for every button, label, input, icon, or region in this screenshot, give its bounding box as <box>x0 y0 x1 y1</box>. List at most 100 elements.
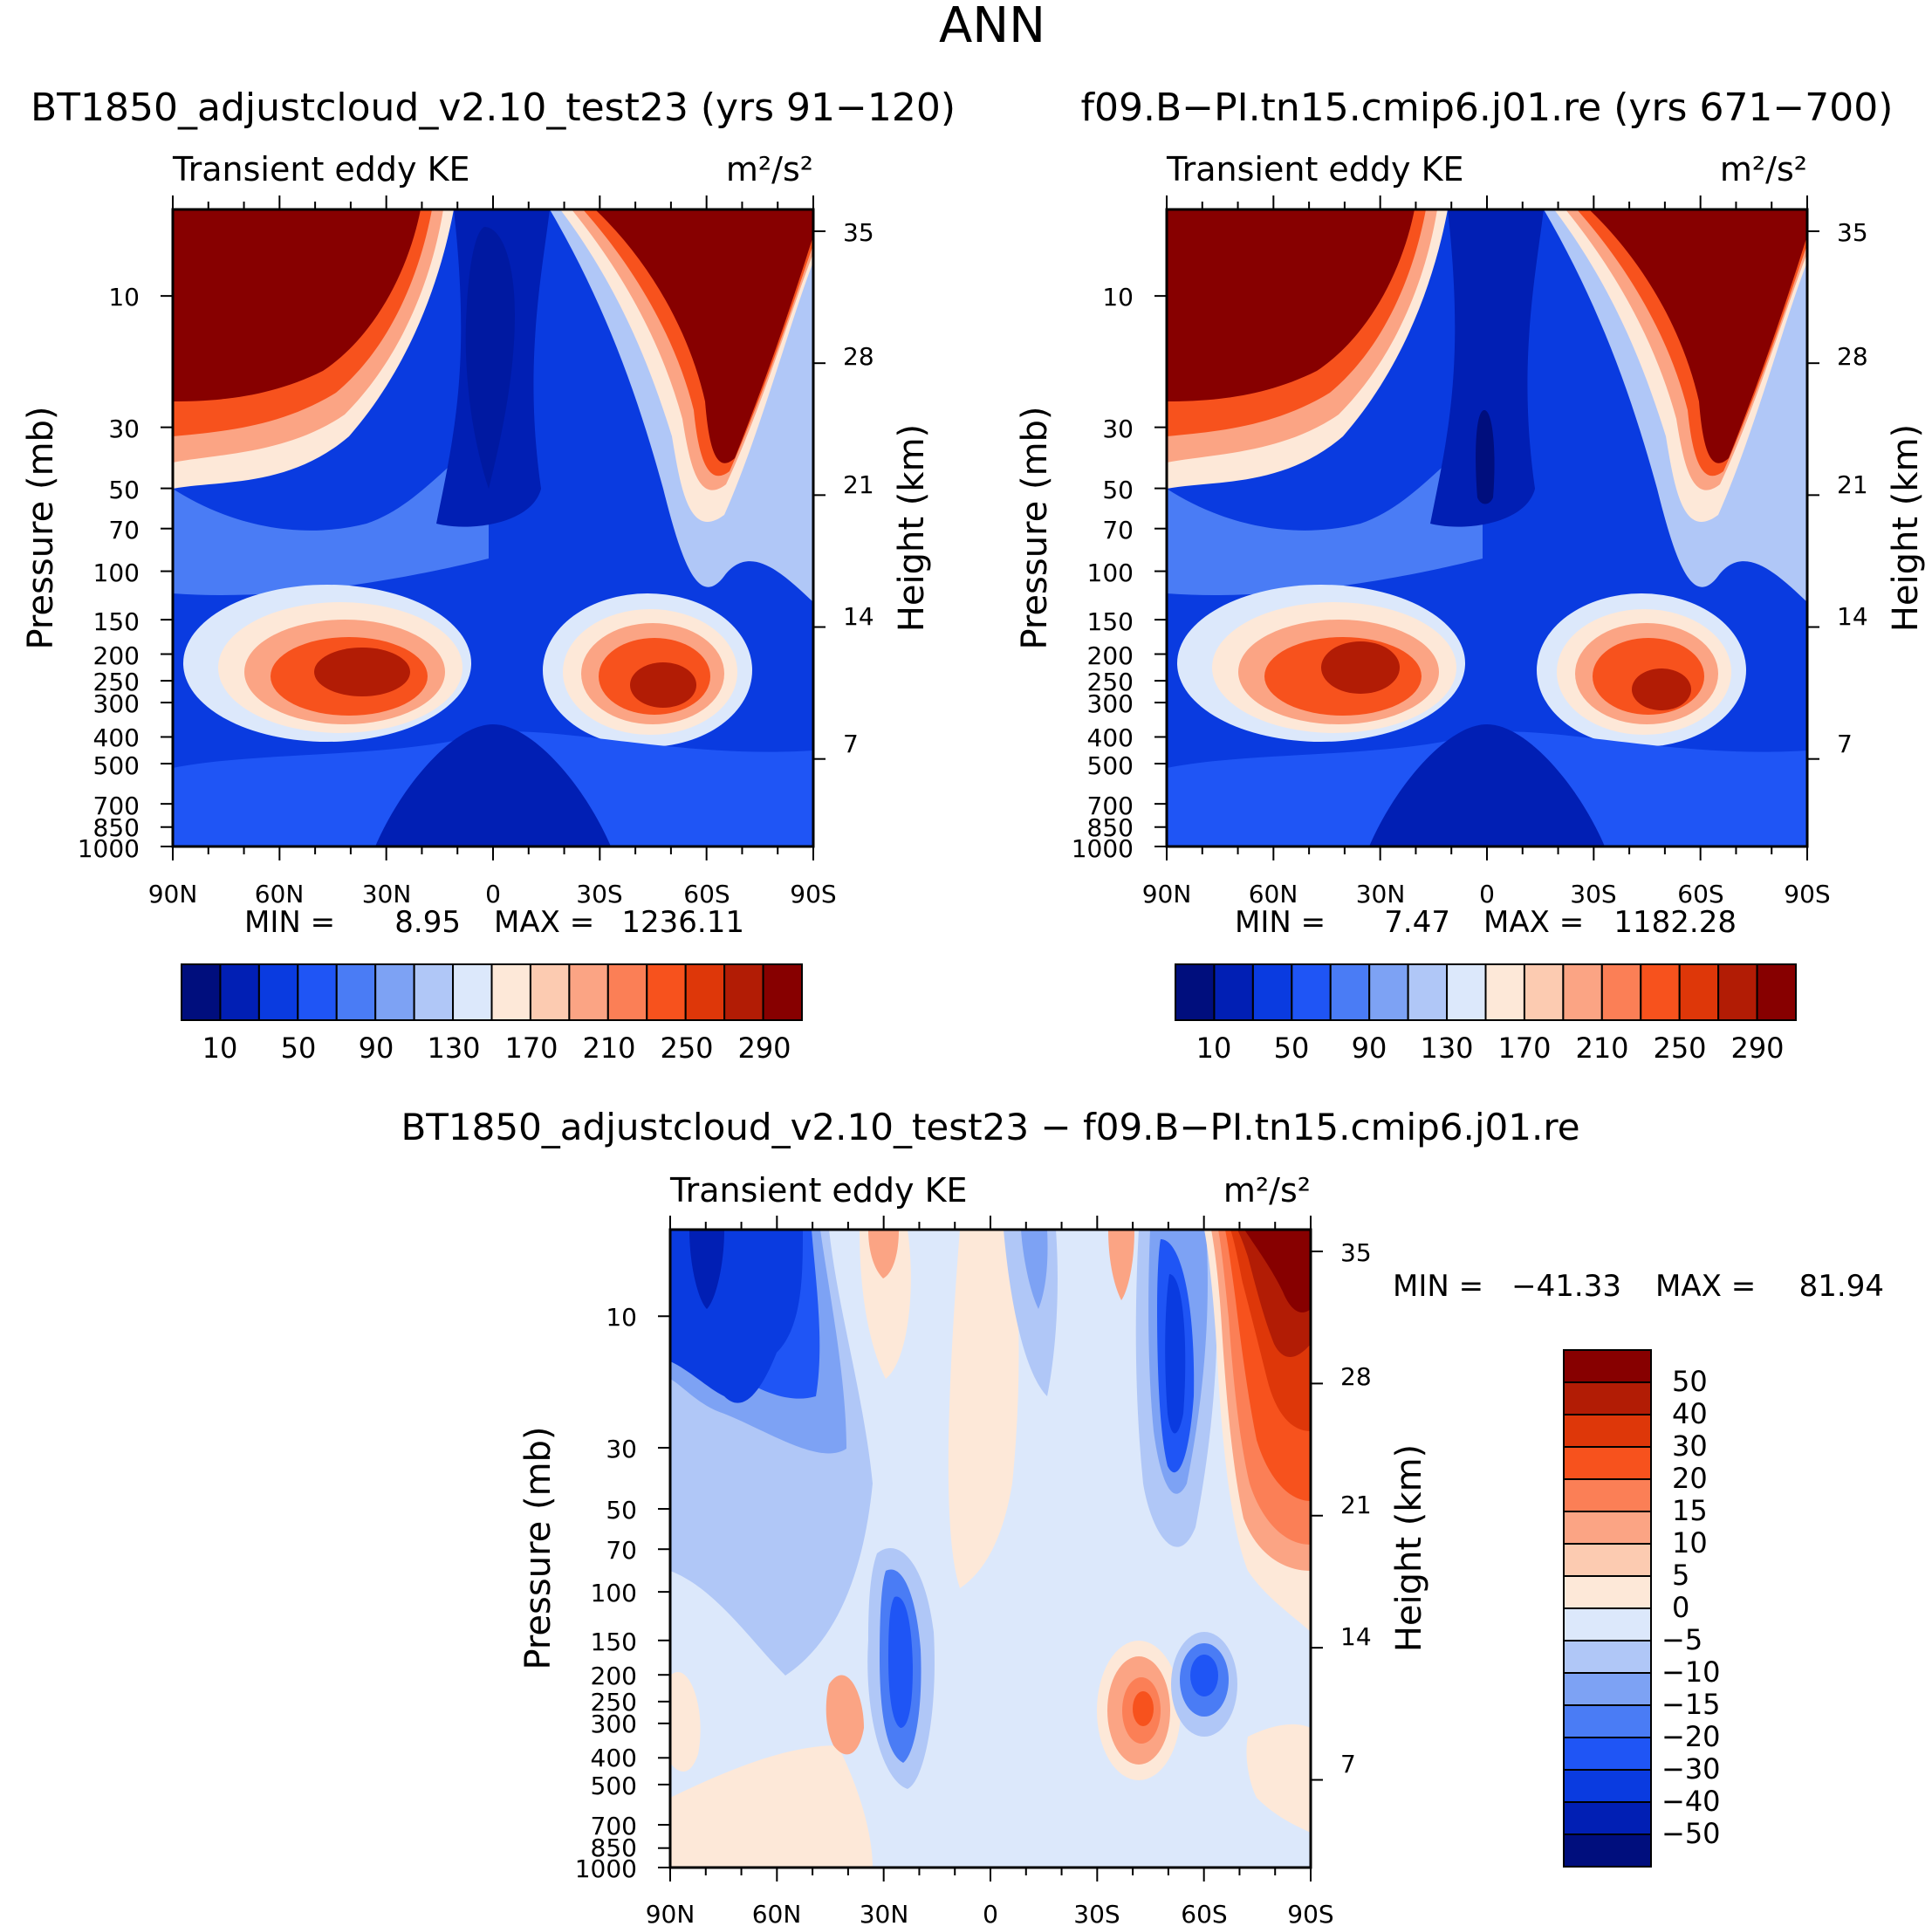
y-tick-label: 100 <box>591 1579 637 1607</box>
colorbar-label: 130 <box>1420 1032 1473 1065</box>
x-tick-label: 30N <box>860 1900 909 1926</box>
height-tick-label: 21 <box>1837 470 1868 499</box>
y-tick-label: 1000 <box>575 1854 637 1883</box>
height-tick-label: 7 <box>1340 1750 1356 1779</box>
panel-2-max-label: MAX = <box>1483 905 1584 940</box>
y-tick-label: 700 <box>1087 792 1134 820</box>
y-tick-label: 150 <box>93 607 140 636</box>
y-tick-label: 250 <box>1087 668 1134 696</box>
x-tick-label: 30S <box>1073 1900 1120 1926</box>
panel-1-ylabel-right: Height (km) <box>892 424 932 632</box>
x-tick-label: 90N <box>148 880 198 908</box>
colorbar-swatch <box>181 963 222 1021</box>
colorbar-label: 210 <box>582 1032 635 1065</box>
colorbar-swatch <box>1484 963 1525 1021</box>
panel-2: f09.B−PI.tn15.cmip6.j01.re (yrs 671−700)… <box>1015 86 1926 1065</box>
y-tick-label: 200 <box>93 641 140 670</box>
colorbar-label: −30 <box>1661 1752 1721 1785</box>
panel-1-min-label: MIN = <box>244 905 335 940</box>
colorbar-label: 250 <box>1653 1032 1706 1065</box>
colorbar-swatch <box>684 963 726 1021</box>
colorbar-swatch <box>1563 1833 1652 1868</box>
colorbar-label: 290 <box>1730 1032 1784 1065</box>
x-tick-label: 0 <box>1479 880 1495 908</box>
colorbar-swatch <box>723 963 764 1021</box>
x-tick-label: 30N <box>1356 880 1406 908</box>
colorbar-label: 50 <box>281 1032 317 1065</box>
panel-3-x-ticks: 90N 60N 30N 0 30S 60S 90S <box>646 1900 1334 1926</box>
panel-3-tick-marks <box>658 1216 1323 1881</box>
colorbar-label: 290 <box>737 1032 791 1065</box>
x-tick-label: 60S <box>1677 880 1723 908</box>
panel-1-units: m²/s² <box>726 150 813 188</box>
colorbar-swatch <box>1563 1511 1652 1545</box>
y-tick-label: 1000 <box>78 834 140 863</box>
x-tick-label: 90N <box>1142 880 1192 908</box>
colorbar-swatch <box>1563 1349 1652 1383</box>
colorbar-swatch <box>1563 1446 1652 1480</box>
panel-3-units: m²/s² <box>1223 1171 1311 1210</box>
y-tick-label: 70 <box>108 516 140 545</box>
x-tick-label: 60N <box>255 880 305 908</box>
panel-3-variable-label: Transient eddy KE <box>669 1171 968 1210</box>
colorbar-label: 170 <box>1497 1032 1551 1065</box>
panel-1-colorbar <box>181 963 803 1021</box>
y-tick-label: 500 <box>93 751 140 780</box>
panel-3-min-value: −41.33 <box>1511 1269 1621 1304</box>
colorbar-swatch <box>1213 963 1254 1021</box>
colorbar-swatch <box>1563 1478 1652 1512</box>
y-tick-label: 50 <box>1102 476 1134 504</box>
figure-title: ANN <box>939 0 1045 54</box>
height-tick-label: 7 <box>843 730 859 758</box>
colorbar-label: 10 <box>202 1032 238 1065</box>
y-tick-label: 70 <box>1102 516 1134 545</box>
colorbar-label: −40 <box>1661 1785 1721 1818</box>
y-tick-label: 30 <box>108 415 140 443</box>
colorbar-label: 15 <box>1672 1494 1708 1527</box>
panel-1-height-ticks: 35 28 21 14 7 <box>843 218 874 758</box>
colorbar-swatch <box>257 963 299 1021</box>
height-tick-label: 14 <box>843 602 874 631</box>
colorbar-swatch <box>606 963 648 1021</box>
colorbar-swatch <box>1368 963 1409 1021</box>
colorbar-swatch <box>1329 963 1371 1021</box>
y-tick-label: 30 <box>606 1435 637 1463</box>
panel-3-contour-field <box>670 1230 1311 1868</box>
x-tick-label: 90S <box>1287 1900 1333 1926</box>
colorbar-swatch <box>1563 1801 1652 1835</box>
y-tick-label: 10 <box>606 1303 637 1332</box>
panel-3-ylabel: Pressure (mb) <box>518 1426 558 1669</box>
height-tick-label: 28 <box>1340 1362 1372 1391</box>
colorbar-label: 250 <box>660 1032 713 1065</box>
x-tick-label: 30S <box>1570 880 1616 908</box>
colorbar-label: −15 <box>1661 1688 1721 1721</box>
colorbar-swatch <box>1563 1737 1652 1771</box>
y-tick-label: 10 <box>1102 283 1134 312</box>
colorbar-label: 30 <box>1672 1429 1708 1463</box>
panel-3-colorbar-labels: 50 40 30 20 15 10 5 0 −5 −10 −15 −20 −30… <box>1661 1365 1721 1850</box>
colorbar-swatch <box>1446 963 1487 1021</box>
colorbar-swatch <box>1678 963 1720 1021</box>
panel-2-colorbar-labels: 10 50 90 130 170 210 250 290 <box>1196 1032 1785 1065</box>
y-tick-label: 100 <box>93 559 140 587</box>
colorbar-swatch <box>1563 1607 1652 1642</box>
panel-3: Transient eddy KE m²/s² <box>518 1171 1884 1926</box>
colorbar-swatch <box>490 963 531 1021</box>
colorbar-swatch <box>1563 1769 1652 1803</box>
panel-3-ylabel-right: Height (km) <box>1389 1444 1429 1652</box>
colorbar-swatch <box>1717 963 1758 1021</box>
colorbar-swatch <box>1291 963 1332 1021</box>
colorbar-label: −5 <box>1661 1623 1702 1656</box>
height-tick-label: 35 <box>843 218 874 247</box>
panel-2-x-ticks: 90N 60N 30N 0 30S 60S 90S <box>1142 880 1831 908</box>
y-tick-label: 50 <box>108 476 140 504</box>
panel-2-min-label: MIN = <box>1235 905 1326 940</box>
y-tick-label: 300 <box>591 1710 637 1738</box>
colorbar-label: 210 <box>1575 1032 1628 1065</box>
panel-1-variable-label: Transient eddy KE <box>172 150 470 188</box>
colorbar-swatch <box>1756 963 1797 1021</box>
colorbar-swatch <box>297 963 338 1021</box>
colorbar-label: 10 <box>1196 1032 1232 1065</box>
colorbar-swatch <box>335 963 377 1021</box>
